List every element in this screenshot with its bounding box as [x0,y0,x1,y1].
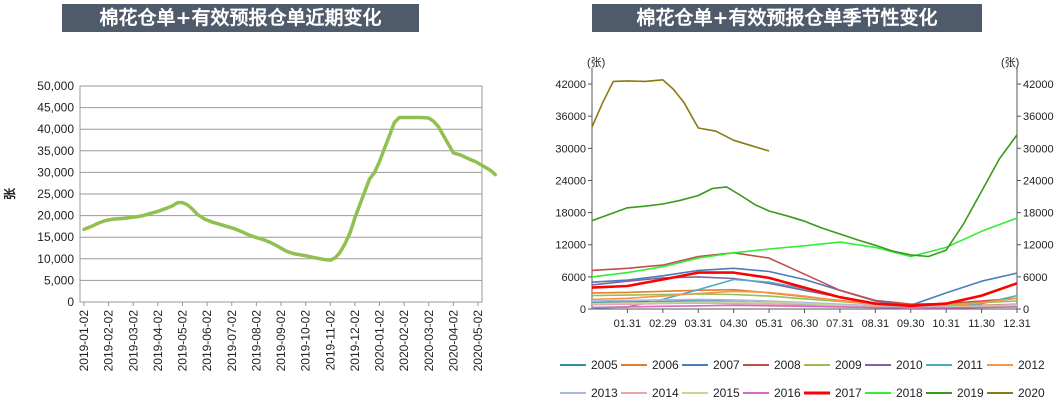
y-tick-label: 35,000 [37,144,74,158]
y-tick-label-right: 42000 [1023,79,1054,91]
y-tick-label-left: 12000 [555,240,586,252]
series-line-2019 [591,134,1018,258]
y-tick-label-left: 30000 [555,143,586,155]
x-tick-label: 04.30 [720,318,748,330]
y-tick-label-right: 12000 [1023,240,1054,252]
x-tick-label: 2019-06-02 [200,310,214,372]
x-tick-label: 03.31 [684,318,712,330]
legend-label-2008: 2008 [774,358,801,372]
x-tick-label: 02.29 [649,318,677,330]
legend-label-2011: 2011 [957,358,983,372]
x-tick-label: 05.31 [755,318,783,330]
y-tick-label: 30,000 [37,165,74,179]
y-tick-label: 45,000 [37,101,74,115]
x-tick-label: 2019-12-02 [348,310,362,372]
y-tick-label-left: 24000 [555,175,586,187]
x-tick-label: 2019-07-02 [225,310,239,372]
series-line-2020 [591,78,770,152]
x-tick-label: 06.30 [791,318,819,330]
legend-label-2015: 2015 [713,386,740,400]
right-chart-title: 棉花仓单+有效预报仓单季节性变化 [592,4,982,32]
y-unit-left: (张) [587,56,605,69]
series-line-2016 [591,304,1018,309]
legend-label-2005: 2005 [591,358,618,372]
x-tick-label: 2019-03-02 [126,310,140,372]
legend-label-2017: 2017 [835,386,862,400]
y-tick-label: 0 [67,295,74,309]
legend-label-2019: 2019 [957,386,984,400]
series-line-仓单+有效预报 [82,115,497,262]
legend-label-2007: 2007 [713,358,740,372]
y-tick-label-right: 30000 [1023,143,1054,155]
x-tick-label: 2019-08-02 [249,310,263,372]
y-tick-label-left: 6000 [562,272,586,284]
series-line-2018 [591,217,1018,278]
legend-label-2020: 2020 [1018,386,1045,400]
y-tick-label: 5,000 [44,273,74,287]
legend-label-2010: 2010 [896,358,923,372]
y-tick-label-left: 18000 [555,208,586,220]
legend-label-2006: 2006 [652,358,679,372]
x-tick-label: 09.30 [897,318,925,330]
y-tick-label: 15,000 [37,230,74,244]
x-tick-label: 11.30 [968,318,995,330]
right-seasonal-chart: 0 0 6000 6000 12000 12000 18000 18000 24000 24000… [555,56,1054,400]
x-tick-label: 12.31 [1003,318,1031,330]
x-tick-label: 2019-01-02 [77,310,91,372]
left-line-chart: 0 5,000 10,000 15,000 20,000 25,000 30,000 35,0… [2,79,497,372]
x-tick-label: 2019-04-02 [151,310,165,372]
x-tick-label: 2019-09-02 [274,310,288,372]
y-tick-label-right: 18000 [1023,208,1054,220]
x-tick-label: 2020-03-02 [422,310,436,372]
x-tick-label: 2020-05-02 [471,310,485,372]
legend-label-2016: 2016 [774,386,801,400]
x-tick-label: 2019-11-02 [323,310,337,371]
legend-label-2014: 2014 [652,386,679,400]
y-tick-label: 10,000 [37,252,74,266]
y-tick-label: 50,000 [37,79,74,93]
x-tick-label: 2019-02-02 [102,310,116,372]
y-tick-label-right: 0 [1023,304,1029,316]
x-tick-label: 2020-02-02 [397,310,411,372]
x-tick-label: 2020-04-02 [446,310,460,372]
series-line-2007 [591,267,1018,307]
y-tick-label-left: 42000 [555,79,586,91]
x-tick-label: 2019-10-02 [299,310,313,372]
x-tick-label: 07.31 [826,318,854,330]
legend-label-2018: 2018 [896,386,923,400]
legend-label-2013: 2013 [591,386,618,400]
left-chart-title: 棉花仓单+有效预报仓单近期变化 [62,4,419,32]
y-tick-label: 20,000 [37,209,74,223]
y-tick-label-right: 24000 [1023,175,1054,187]
y-unit-right: (张) [1001,56,1019,69]
y-tick-label: 40,000 [37,122,74,136]
x-tick-label: 08.31 [862,318,890,330]
x-tick-label: 2020-01-02 [373,310,387,372]
y-tick-label-right: 6000 [1023,272,1047,284]
legend-label-2012: 2012 [1018,358,1045,372]
y-axis-label: 张 [2,187,17,200]
y-tick-label-left: 0 [580,304,586,316]
y-tick-label: 25,000 [37,187,74,201]
x-tick-label: 2019-05-02 [176,310,190,372]
x-tick-label: 01.31 [614,318,642,330]
plot-area [592,68,1017,309]
legend-label-2009: 2009 [835,358,862,372]
y-tick-label-left: 36000 [555,111,586,123]
x-tick-label: 10.31 [932,318,960,330]
y-tick-label-right: 36000 [1023,111,1054,123]
series-line-2017 [591,271,1018,308]
